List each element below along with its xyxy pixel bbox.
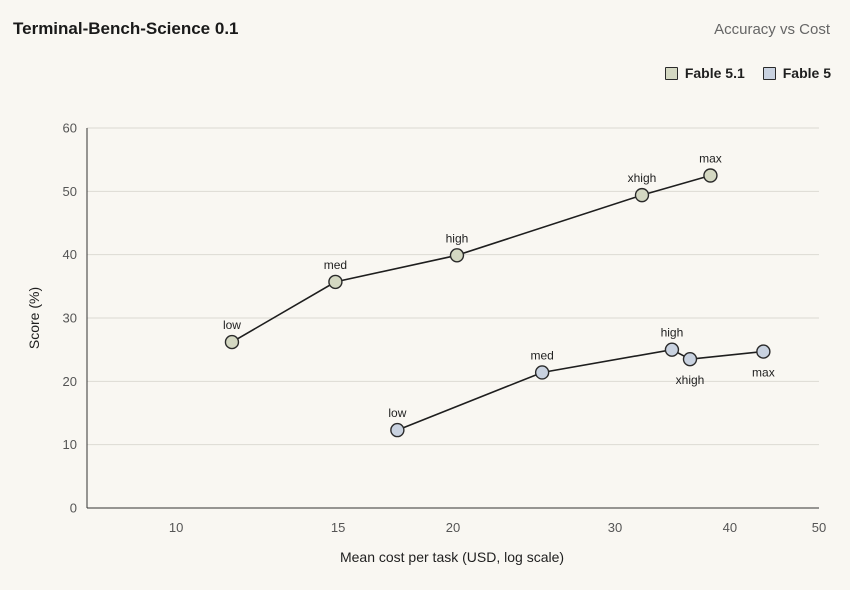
series-line-fable-5 [397, 348, 764, 431]
data-point-fable-5-1-high [449, 248, 465, 263]
x-tick-label-10: 10 [169, 520, 183, 535]
x-tick-label-30: 30 [608, 520, 622, 535]
chart-subtitle: Accuracy vs Cost [714, 21, 830, 38]
y-tick-label-0: 0 [70, 501, 77, 516]
data-point-fable-5-high [664, 342, 680, 357]
data-label-fable-5-low: low [388, 406, 406, 420]
data-point-fable-5-low [390, 422, 405, 438]
y-tick-label-40: 40 [63, 247, 77, 262]
data-point-fable-5-1-low [224, 334, 240, 350]
legend-swatch-fable-5 [762, 66, 776, 80]
legend-item-fable-5-1: Fable 5.1 [664, 65, 745, 81]
data-label-fable-5-1-low: low [223, 318, 241, 332]
legend-item-fable-5: Fable 5 [762, 65, 831, 81]
x-tick-label-20: 20 [446, 520, 460, 535]
y-tick-label-60: 60 [63, 121, 77, 136]
y-tick-label-30: 30 [63, 311, 77, 326]
x-tick-label-15: 15 [331, 520, 345, 535]
y-axis-title: Score (%) [26, 287, 42, 349]
data-label-fable-5-1-high: high [446, 231, 469, 245]
data-point-fable-5-1-med [328, 274, 343, 290]
chart-title: Terminal-Bench-Science 0.1 [13, 19, 239, 38]
x-tick-label-50: 50 [812, 520, 826, 535]
legend-label-fable-5-1: Fable 5.1 [684, 65, 745, 81]
legend: Fable 5.1 Fable 5 [664, 65, 831, 81]
data-point-fable-5-xhigh [682, 351, 698, 367]
data-point-fable-5-max [756, 344, 771, 359]
y-tick-label-10: 10 [63, 437, 77, 452]
data-label-fable-5-1-max: max [699, 152, 722, 166]
x-axis-title: Mean cost per task (USD, log scale) [340, 549, 564, 565]
legend-swatch-fable-5-1 [664, 66, 678, 80]
y-tick-label-20: 20 [63, 374, 77, 389]
data-label-fable-5-1-med: med [324, 258, 347, 272]
data-label-fable-5-high: high [661, 326, 684, 340]
data-label-fable-5-max: max [752, 366, 775, 380]
data-point-fable-5-1-max [703, 168, 718, 183]
data-label-fable-5-xhigh: xhigh [676, 373, 705, 387]
data-point-fable-5-1-xhigh [634, 187, 650, 203]
y-tick-label-50: 50 [63, 184, 77, 199]
legend-label-fable-5: Fable 5 [782, 65, 831, 81]
data-point-fable-5-med [534, 365, 550, 380]
data-label-fable-5-med: med [530, 348, 553, 362]
data-label-fable-5-1-xhigh: xhigh [628, 171, 657, 185]
x-tick-label-40: 40 [723, 520, 737, 535]
